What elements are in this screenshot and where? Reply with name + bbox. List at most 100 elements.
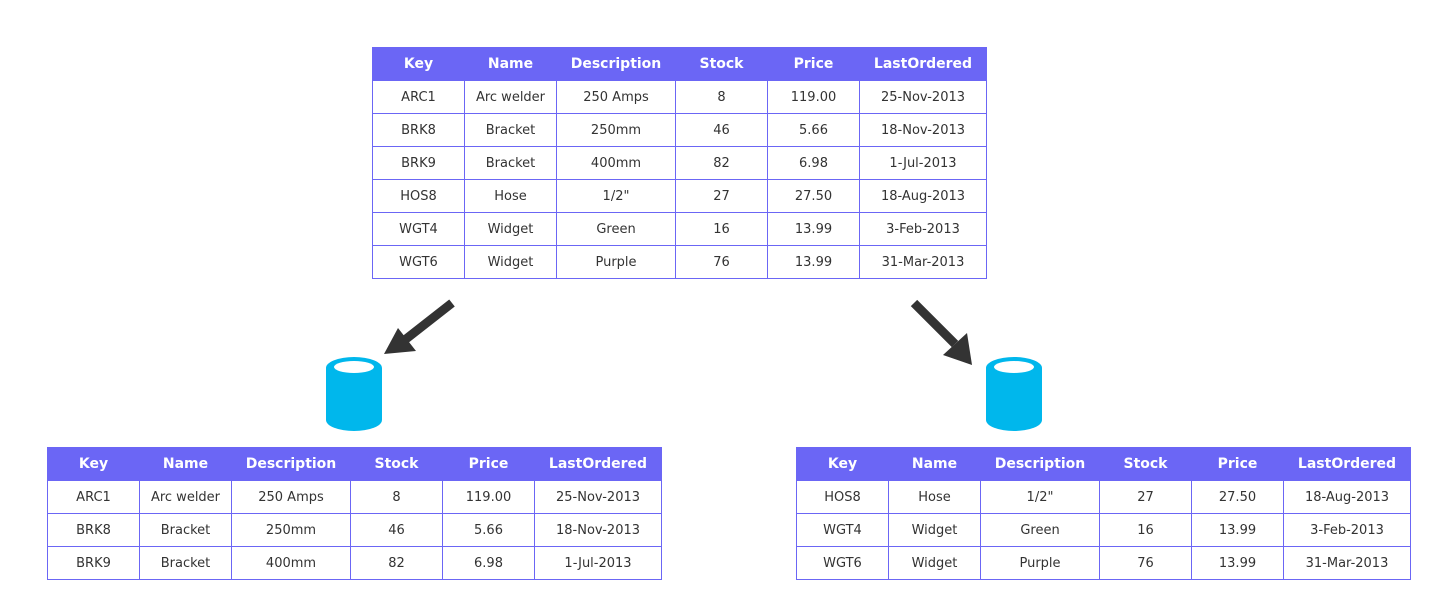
table-cell: 82: [675, 146, 768, 180]
table-cell: 18-Nov-2013: [859, 113, 987, 147]
table-cell: 46: [675, 113, 768, 147]
table-row: WGT6 Widget Purple 76 13.99 31-Mar-2013: [372, 245, 987, 279]
table-cell: Purple: [980, 546, 1100, 580]
table-cell: Bracket: [139, 546, 232, 580]
table-cell: 8: [350, 480, 443, 514]
table-cell: Widget: [888, 513, 981, 547]
table-cell: 27: [1099, 480, 1192, 514]
table-row: HOS8 Hose 1/2" 27 27.50 18-Aug-2013: [372, 179, 987, 213]
table-cell: 27: [675, 179, 768, 213]
table-cell: WGT6: [796, 546, 889, 580]
table-header-row: Key Name Description Stock Price LastOrdered: [47, 447, 662, 481]
column-header: Description: [231, 447, 351, 481]
table-cell: 400mm: [231, 546, 351, 580]
table-cell: Widget: [464, 212, 557, 246]
database-icon: [986, 357, 1042, 431]
table-cell: 250 Amps: [556, 80, 676, 114]
table-cell: WGT4: [372, 212, 465, 246]
table-cell: 13.99: [1191, 546, 1284, 580]
column-header: Name: [139, 447, 232, 481]
table-cell: 250 Amps: [231, 480, 351, 514]
table-cell: 76: [675, 245, 768, 279]
arrow-down-left-icon: [384, 299, 455, 354]
table-cell: 31-Mar-2013: [859, 245, 987, 279]
column-header: Description: [980, 447, 1100, 481]
table-cell: Green: [556, 212, 676, 246]
table-row: BRK8 Bracket 250mm 46 5.66 18-Nov-2013: [372, 113, 987, 147]
column-header: Price: [442, 447, 535, 481]
table-row: WGT4 Widget Green 16 13.99 3-Feb-2013: [796, 513, 1411, 547]
shard-table-left: Key Name Description Stock Price LastOrdered …: [47, 447, 662, 580]
table-row: WGT4 Widget Green 16 13.99 3-Feb-2013: [372, 212, 987, 246]
shard-table-right: Key Name Description Stock Price LastOrdered …: [796, 447, 1411, 580]
column-header: Name: [464, 47, 557, 81]
table-cell: ARC1: [372, 80, 465, 114]
column-header: Key: [796, 447, 889, 481]
table-cell: 46: [350, 513, 443, 547]
table-cell: Widget: [464, 245, 557, 279]
column-header: Stock: [675, 47, 768, 81]
column-header: Description: [556, 47, 676, 81]
table-cell: WGT4: [796, 513, 889, 547]
table-cell: Widget: [888, 546, 981, 580]
column-header: Name: [888, 447, 981, 481]
table-cell: WGT6: [372, 245, 465, 279]
table-cell: 13.99: [1191, 513, 1284, 547]
table-cell: 400mm: [556, 146, 676, 180]
table-cell: BRK9: [47, 546, 140, 580]
table-cell: BRK8: [372, 113, 465, 147]
table-cell: 1/2": [556, 179, 676, 213]
table-cell: 250mm: [231, 513, 351, 547]
table-row: HOS8 Hose 1/2" 27 27.50 18-Aug-2013: [796, 480, 1411, 514]
table-cell: 82: [350, 546, 443, 580]
table-cell: 8: [675, 80, 768, 114]
table-cell: Arc welder: [464, 80, 557, 114]
arrow-down-right-icon: [910, 299, 972, 365]
column-header: Key: [372, 47, 465, 81]
table-cell: BRK8: [47, 513, 140, 547]
table-cell: Hose: [888, 480, 981, 514]
table-cell: 27.50: [1191, 480, 1284, 514]
table-cell: 25-Nov-2013: [859, 80, 987, 114]
table-cell: 76: [1099, 546, 1192, 580]
table-cell: Bracket: [139, 513, 232, 547]
table-cell: 16: [1099, 513, 1192, 547]
source-table: Key Name Description Stock Price LastOrdered …: [372, 47, 987, 279]
table-cell: 31-Mar-2013: [1283, 546, 1411, 580]
table-cell: BRK9: [372, 146, 465, 180]
database-icon: [326, 357, 382, 431]
table-row: BRK9 Bracket 400mm 82 6.98 1-Jul-2013: [47, 546, 662, 580]
table-cell: 16: [675, 212, 768, 246]
table-cell: HOS8: [796, 480, 889, 514]
table-cell: 119.00: [442, 480, 535, 514]
table-row: BRK8 Bracket 250mm 46 5.66 18-Nov-2013: [47, 513, 662, 547]
column-header: LastOrdered: [859, 47, 987, 81]
table-cell: 119.00: [767, 80, 860, 114]
table-cell: Hose: [464, 179, 557, 213]
table-cell: 5.66: [442, 513, 535, 547]
table-cell: 18-Aug-2013: [1283, 480, 1411, 514]
column-header: Stock: [350, 447, 443, 481]
table-cell: 1-Jul-2013: [859, 146, 987, 180]
column-header: Price: [767, 47, 860, 81]
table-cell: Arc welder: [139, 480, 232, 514]
table-cell: 18-Nov-2013: [534, 513, 662, 547]
table-row: BRK9 Bracket 400mm 82 6.98 1-Jul-2013: [372, 146, 987, 180]
table-cell: 13.99: [767, 245, 860, 279]
table-cell: 3-Feb-2013: [859, 212, 987, 246]
table-cell: 13.99: [767, 212, 860, 246]
table-row: ARC1 Arc welder 250 Amps 8 119.00 25-Nov-2013: [47, 480, 662, 514]
table-header-row: Key Name Description Stock Price LastOrdered: [796, 447, 1411, 481]
table-cell: Green: [980, 513, 1100, 547]
column-header: Stock: [1099, 447, 1192, 481]
column-header: LastOrdered: [534, 447, 662, 481]
table-cell: 250mm: [556, 113, 676, 147]
table-cell: 3-Feb-2013: [1283, 513, 1411, 547]
table-row: ARC1 Arc welder 250 Amps 8 119.00 25-Nov-2013: [372, 80, 987, 114]
table-cell: 25-Nov-2013: [534, 480, 662, 514]
table-cell: ARC1: [47, 480, 140, 514]
table-cell: 18-Aug-2013: [859, 179, 987, 213]
table-cell: Bracket: [464, 146, 557, 180]
table-row: WGT6 Widget Purple 76 13.99 31-Mar-2013: [796, 546, 1411, 580]
table-cell: 5.66: [767, 113, 860, 147]
